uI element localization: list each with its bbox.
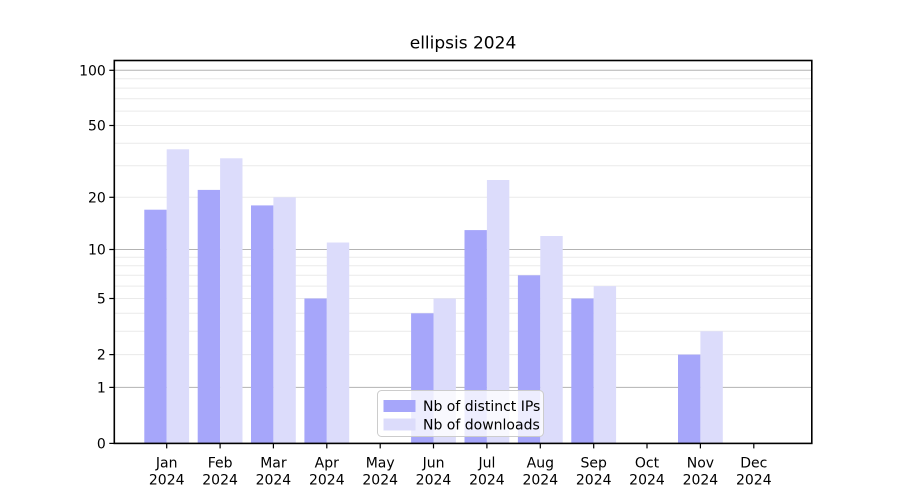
bar-jan-downloads	[166, 149, 190, 444]
bar-mar-downloads	[273, 197, 296, 444]
x-tick-label: Jul 2024	[469, 456, 505, 489]
bar-sep-distinct-ips	[571, 298, 594, 444]
x-tick-label: Dec 2024	[736, 456, 772, 489]
bar-jan-distinct-ips	[144, 209, 167, 444]
legend-swatch-distinct-ips	[383, 400, 416, 412]
x-tick-label: Aug 2024	[522, 456, 558, 489]
legend-label-downloads: Nb of downloads	[423, 418, 540, 434]
axis-tick-labels: 0 1 2 5 10 20 50 100 Jan 2024 Feb 2024 Mar 2024 Apr 202…	[79, 63, 772, 488]
legend: Nb of distinct IPs Nb of downloads	[377, 390, 544, 437]
y-tick-label: 20	[88, 190, 106, 206]
bar-apr-distinct-ips	[304, 298, 327, 444]
bar-jul-downloads	[486, 180, 510, 444]
bar-mar-distinct-ips	[251, 205, 274, 444]
bar-feb-downloads	[220, 158, 243, 444]
x-tick-label: Jan 2024	[149, 456, 185, 489]
bar-feb-distinct-ips	[197, 189, 221, 444]
x-tick-label: Apr 2024	[309, 456, 345, 489]
x-tick-label: May 2024	[362, 456, 398, 489]
bar-sep-downloads	[593, 286, 617, 444]
x-tick-label: Mar 2024	[256, 456, 292, 489]
y-tick-label: 2	[97, 348, 106, 364]
x-tick-label: Nov 2024	[683, 456, 719, 489]
legend-swatch-downloads	[383, 418, 416, 431]
bar-aug-downloads	[540, 236, 563, 444]
axis-ticks	[109, 69, 755, 449]
bar-apr-downloads	[326, 242, 350, 444]
legend-box	[377, 390, 544, 437]
x-tick-label: Sep 2024	[576, 456, 612, 489]
bar-nov-downloads	[700, 331, 723, 444]
chart-title: ellipsis 2024	[410, 34, 517, 54]
y-tick-label: 100	[79, 63, 106, 79]
x-tick-label: Oct 2024	[629, 456, 665, 489]
y-tick-label: 5	[97, 292, 106, 308]
plot-border	[113, 59, 813, 445]
y-tick-label: 0	[97, 436, 106, 452]
x-tick-label: Feb 2024	[202, 456, 238, 489]
bar-nov-distinct-ips	[678, 354, 701, 444]
x-tick-label: Jun 2024	[416, 456, 452, 489]
y-tick-label: 50	[88, 119, 106, 135]
y-tick-label: 10	[88, 243, 106, 259]
legend-label-distinct-ips: Nb of distinct IPs	[423, 399, 540, 415]
y-tick-label: 1	[97, 380, 106, 396]
